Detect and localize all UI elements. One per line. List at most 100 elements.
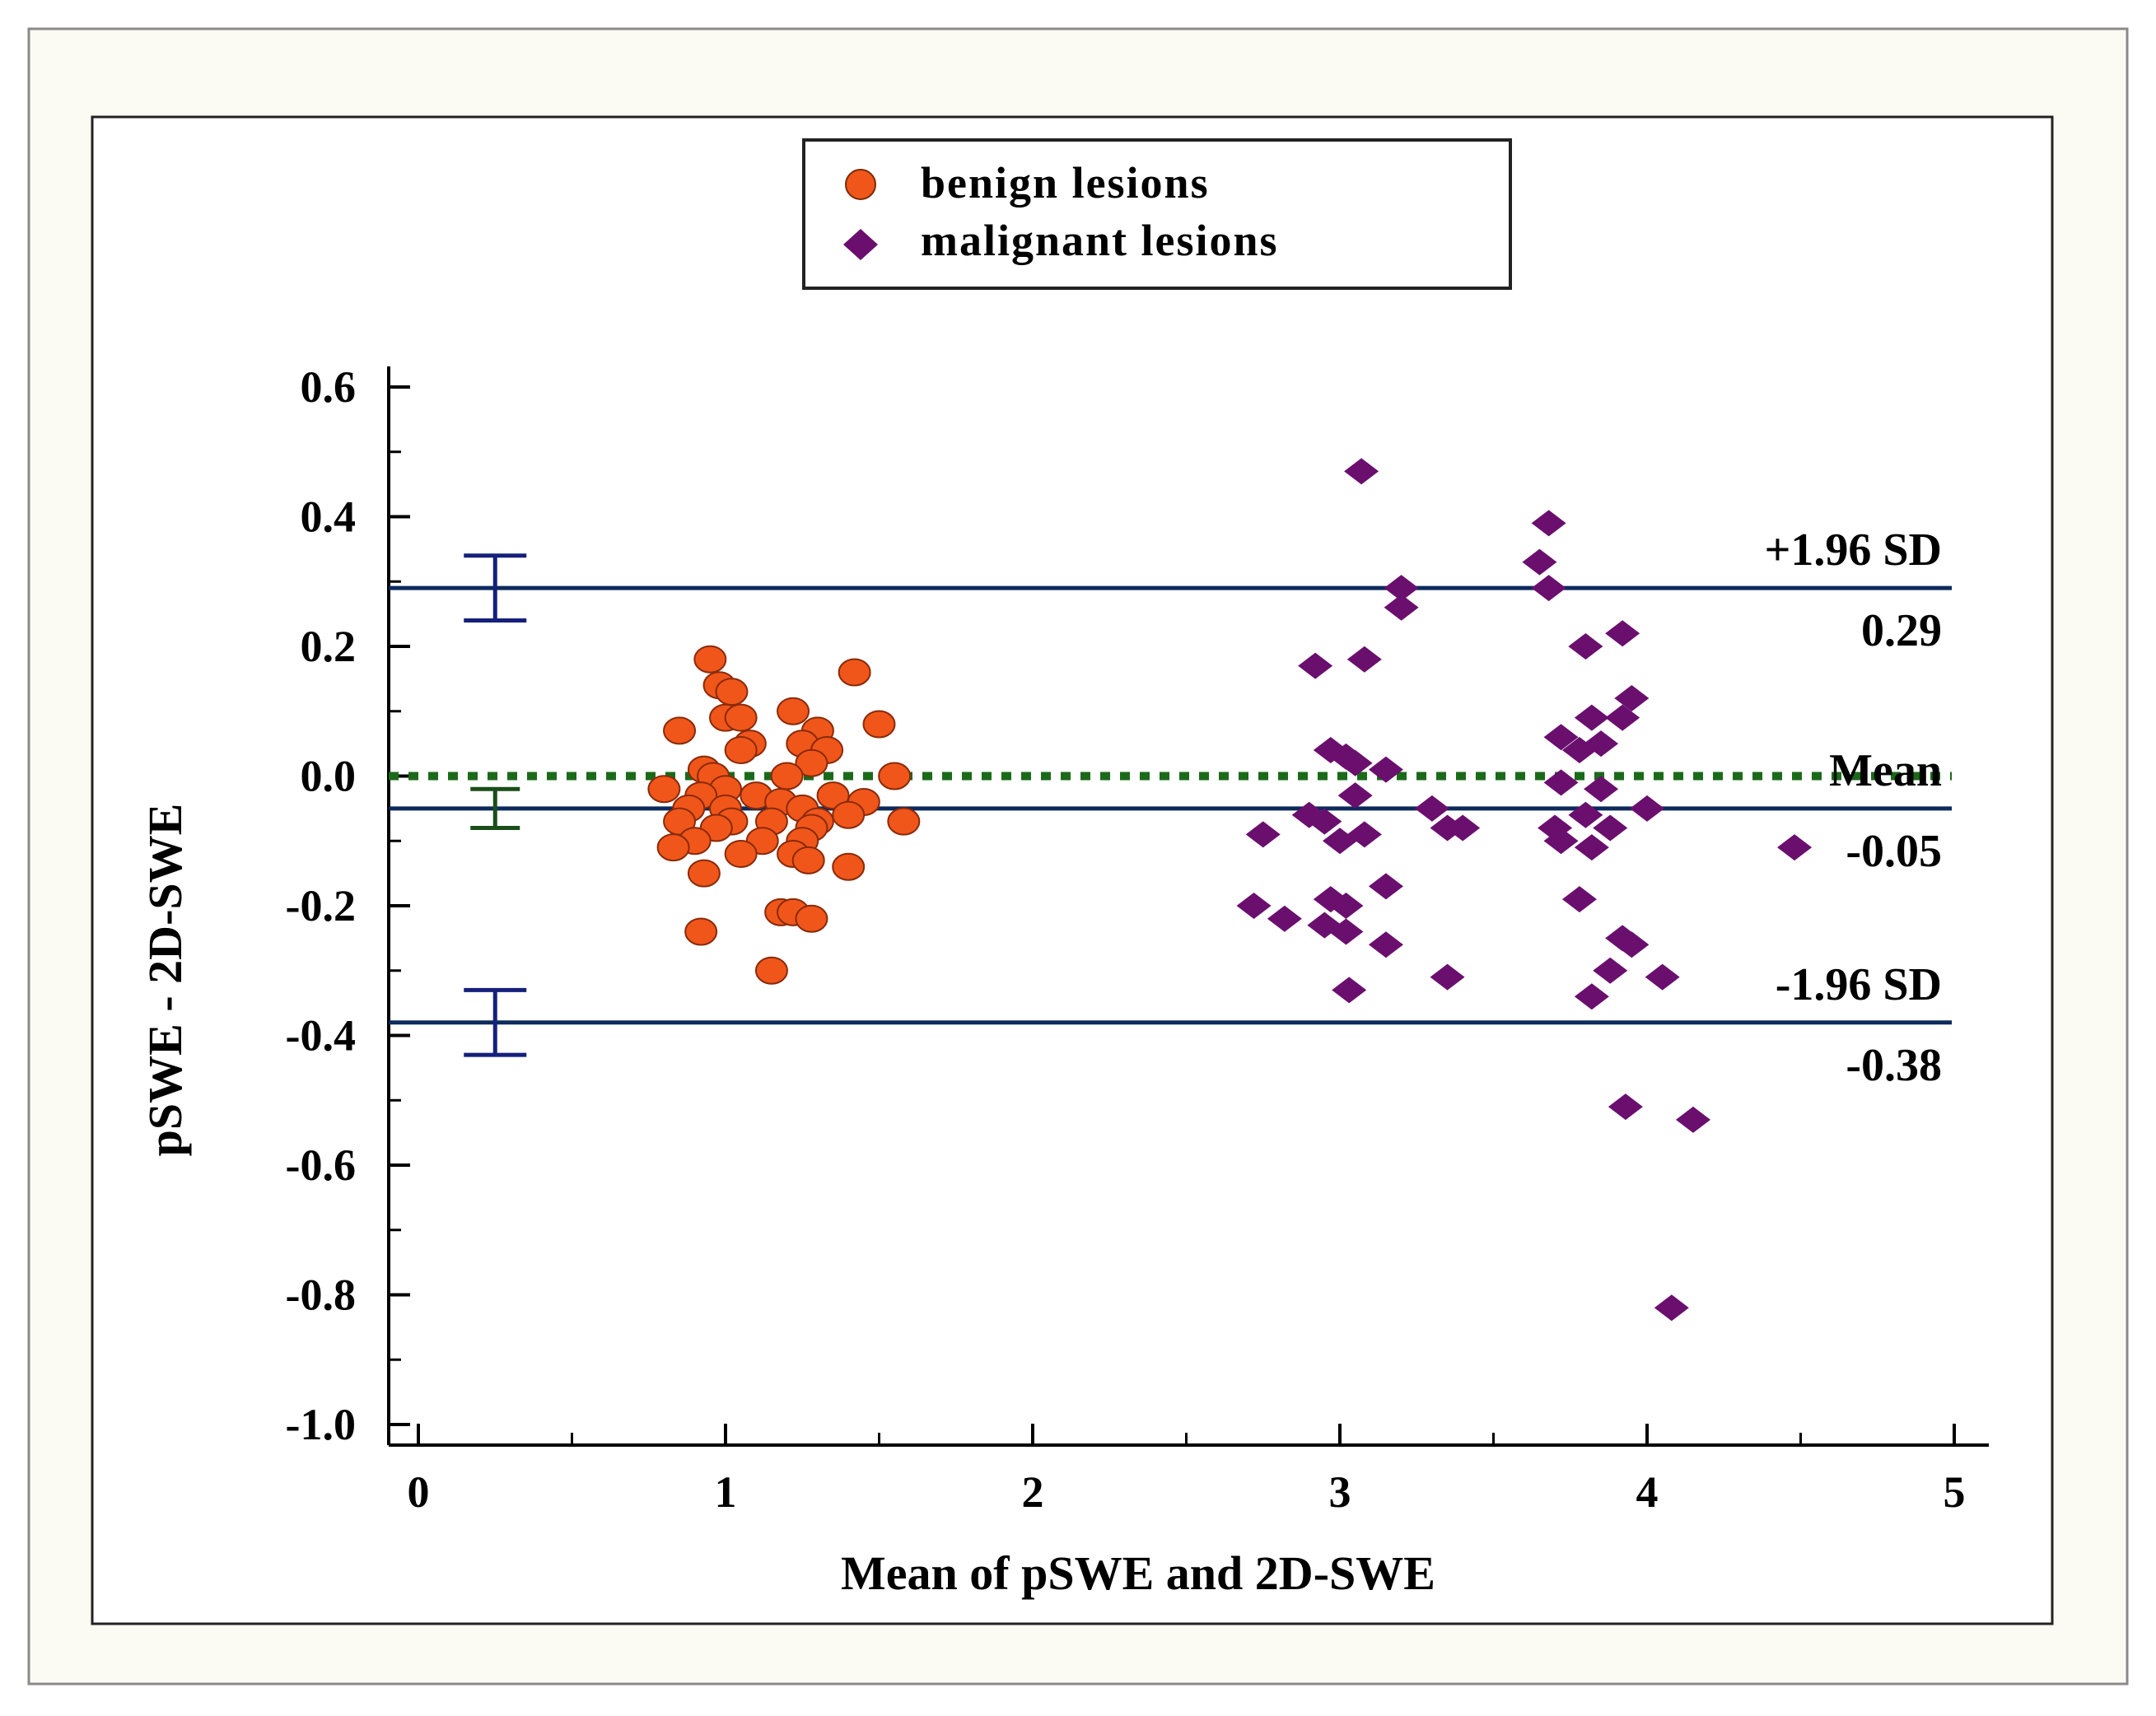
upper-limit-label: +1.96 SD bbox=[1765, 525, 1943, 576]
malignant-point bbox=[1654, 1294, 1689, 1322]
benign-point bbox=[795, 748, 828, 777]
axes: 0.6 0.4 0.2 0.0 -0.2 -0.4 -0.6 -0.8 -1.0 0 1 2 3 4 5 bbox=[286, 362, 1989, 1517]
x-tick-label: 4 bbox=[1636, 1467, 1659, 1517]
benign-point bbox=[878, 762, 912, 790]
malignant-point bbox=[1328, 893, 1364, 919]
legend-malignant-marker bbox=[843, 229, 878, 260]
benign-point bbox=[684, 917, 718, 946]
malignant-point bbox=[1574, 834, 1609, 861]
malignant-point bbox=[1414, 795, 1449, 822]
reference-lines bbox=[389, 585, 1952, 1025]
malignant-point bbox=[1531, 510, 1566, 537]
malignant-point bbox=[1368, 931, 1403, 958]
malignant-point bbox=[1522, 548, 1557, 576]
benign-point bbox=[647, 775, 681, 804]
x-tick-label: 5 bbox=[1944, 1467, 1966, 1517]
malignant-point bbox=[1574, 983, 1609, 1010]
y-tick-label: 0.0 bbox=[301, 752, 357, 801]
malignant-point bbox=[1368, 756, 1403, 783]
benign-point bbox=[777, 697, 810, 725]
benign-point bbox=[770, 762, 804, 790]
malignant-point bbox=[1543, 724, 1579, 751]
benign-point bbox=[791, 846, 825, 874]
malignant-point bbox=[1584, 776, 1619, 803]
malignant-point bbox=[1777, 834, 1813, 861]
malignant-point bbox=[1267, 905, 1302, 932]
y-tick-label: -0.2 bbox=[286, 881, 356, 930]
malignant-point bbox=[1384, 575, 1419, 602]
legend-benign-label: benign lesions bbox=[921, 158, 1210, 208]
lower-limit-label: -1.96 SD bbox=[1776, 959, 1942, 1010]
malignant-point bbox=[1245, 821, 1281, 848]
legend-benign-marker bbox=[845, 169, 876, 200]
benign-point bbox=[754, 956, 788, 985]
malignant-point bbox=[1568, 801, 1603, 828]
plot-frame bbox=[91, 115, 2054, 1625]
malignant-point bbox=[1593, 814, 1628, 842]
benign-point bbox=[832, 852, 866, 881]
x-tick-label: 1 bbox=[715, 1467, 737, 1517]
malignant-point bbox=[1332, 977, 1367, 1004]
benign-point bbox=[862, 710, 896, 739]
benign-point bbox=[656, 833, 690, 862]
benign-point bbox=[724, 840, 758, 868]
x-tick-label: 3 bbox=[1329, 1467, 1351, 1517]
legend-box bbox=[802, 138, 1512, 290]
y-tick-label: -1.0 bbox=[286, 1400, 356, 1449]
malignant-point bbox=[1337, 782, 1373, 809]
benign-point bbox=[832, 800, 866, 829]
y-tick-label: 0.4 bbox=[301, 492, 357, 542]
reference-labels: +1.96 SD 0.29 Mean -0.05 -1.96 SD -0.38 bbox=[1765, 525, 1943, 1091]
malignant-point bbox=[1430, 963, 1465, 991]
confidence-intervals bbox=[464, 553, 527, 1057]
benign-point bbox=[687, 859, 721, 888]
malignant-point bbox=[1605, 704, 1640, 731]
malignant-point bbox=[1531, 575, 1566, 602]
malignant-point bbox=[1346, 646, 1382, 673]
upper-limit-value: 0.29 bbox=[1861, 605, 1942, 656]
malignant-point bbox=[1323, 828, 1357, 855]
legend: benign lesions malignant lesions bbox=[802, 138, 1512, 290]
malignant-point bbox=[1614, 685, 1650, 711]
malignant-point bbox=[1368, 873, 1403, 900]
malignant-point bbox=[1630, 795, 1664, 822]
malignant-point bbox=[1561, 737, 1597, 763]
malignant-point bbox=[1384, 594, 1419, 621]
lower-limit-value: -0.38 bbox=[1846, 1040, 1942, 1091]
y-tick-label: -0.6 bbox=[286, 1140, 356, 1190]
malignant-point bbox=[1344, 458, 1379, 485]
malignant-point bbox=[1561, 886, 1597, 913]
benign-points bbox=[647, 645, 921, 985]
malignant-point bbox=[1445, 814, 1481, 842]
malignant-point bbox=[1236, 893, 1272, 919]
benign-point bbox=[887, 807, 921, 836]
y-tick-label: -0.8 bbox=[286, 1271, 356, 1320]
malignant-point bbox=[1593, 957, 1628, 984]
y-tick-label: 0.2 bbox=[301, 622, 357, 671]
mean-value: -0.05 bbox=[1846, 826, 1942, 877]
malignant-point bbox=[1645, 963, 1680, 991]
malignant-point bbox=[1543, 769, 1579, 796]
malignant-point bbox=[1614, 931, 1650, 958]
benign-point bbox=[693, 645, 727, 674]
x-tick-label: 2 bbox=[1022, 1467, 1044, 1517]
malignant-point bbox=[1543, 828, 1579, 855]
x-axis-label: Mean of pSWE and 2D-SWE bbox=[841, 1546, 1435, 1600]
malignant-point bbox=[1298, 652, 1333, 679]
malignant-point bbox=[1328, 918, 1364, 945]
y-tick-label: -0.4 bbox=[286, 1011, 356, 1061]
y-axis-label: pSWE - 2D-SWE bbox=[138, 804, 192, 1157]
malignant-point bbox=[1605, 620, 1640, 647]
benign-point bbox=[838, 658, 871, 687]
malignant-point bbox=[1337, 749, 1373, 776]
benign-point bbox=[663, 716, 697, 745]
malignant-point bbox=[1675, 1106, 1710, 1133]
x-tick-label: 0 bbox=[408, 1467, 430, 1517]
mean-label: Mean bbox=[1829, 745, 1942, 796]
y-tick-label: 0.6 bbox=[301, 362, 357, 412]
benign-point bbox=[816, 781, 850, 810]
benign-point bbox=[724, 736, 758, 764]
malignant-points bbox=[1236, 458, 1813, 1322]
legend-malignant-label: malignant lesions bbox=[921, 216, 1279, 265]
